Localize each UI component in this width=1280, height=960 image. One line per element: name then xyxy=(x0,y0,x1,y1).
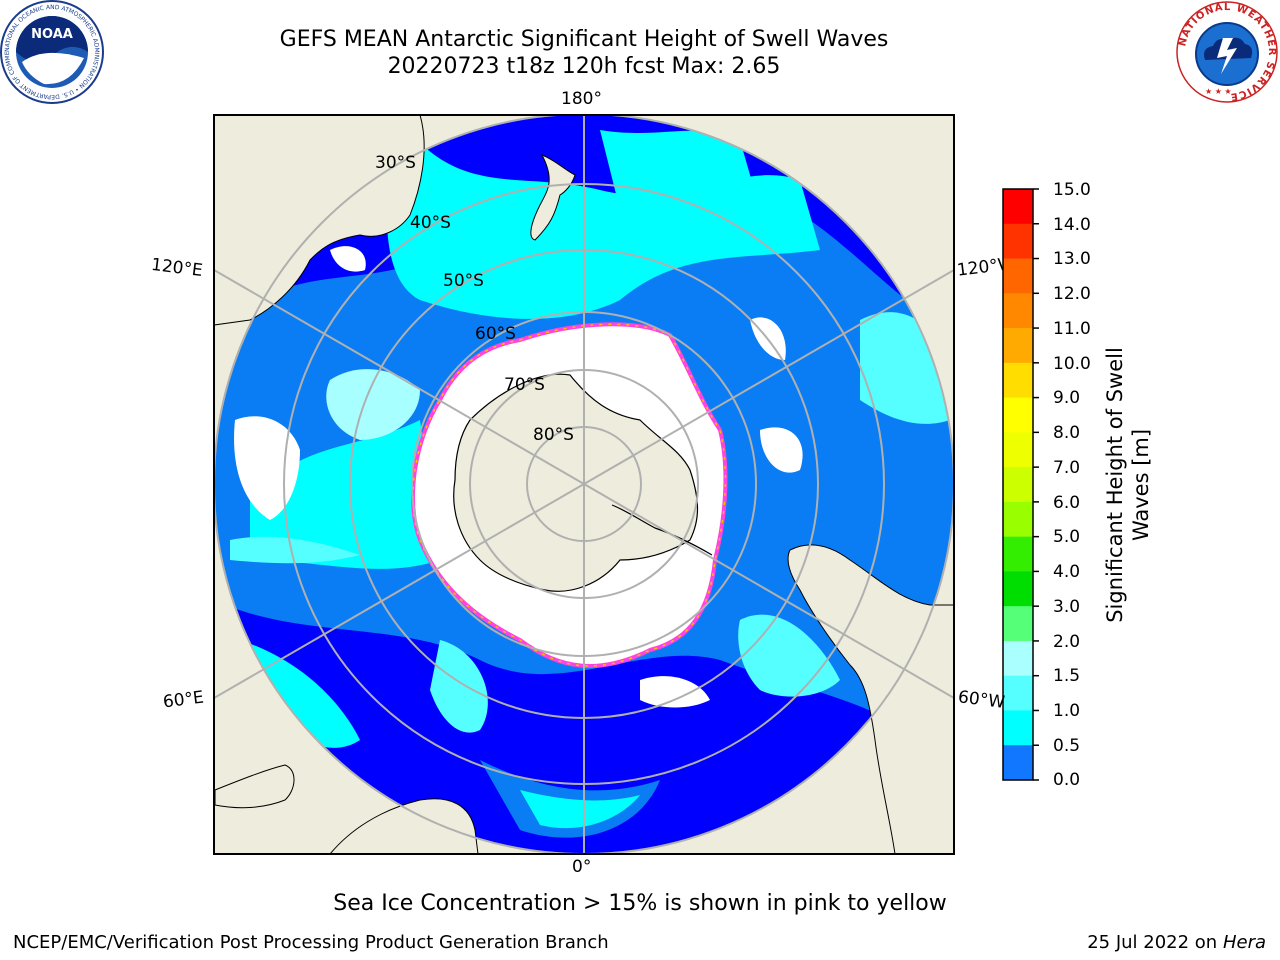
colorbar-tick-label: 8.0 xyxy=(1053,423,1081,443)
sea-ice-edge xyxy=(412,323,727,667)
antarctica-landmass xyxy=(453,373,699,592)
lon-label-180: 180° xyxy=(561,89,602,109)
lat-label-60s: 60°S xyxy=(475,324,516,344)
nws-logo: NATIONAL WEATHER SERVICE ★ ★ ★ xyxy=(1176,1,1278,103)
colorbar-title-line2: Waves [m] xyxy=(1129,428,1153,542)
date-text: 25 Jul 2022 on xyxy=(1087,932,1218,953)
machine-name: Hera xyxy=(1222,932,1266,953)
colorbar xyxy=(1003,189,1033,781)
south-america xyxy=(787,544,955,855)
colorbar-tick-label: 4.0 xyxy=(1053,562,1081,582)
colorbar-swatch xyxy=(1003,189,1033,225)
lat-label-70s: 70°S xyxy=(504,375,545,395)
colorbar-swatch xyxy=(1003,293,1033,329)
colorbar-swatch xyxy=(1003,571,1033,607)
colorbar-tick-marks xyxy=(1033,188,1039,781)
colorbar-tick-label: 7.0 xyxy=(1053,458,1081,478)
colorbar-tick-label: 0.0 xyxy=(1053,770,1081,790)
colorbar-tick-label: 15.0 xyxy=(1053,180,1091,200)
colorbar-tick-label: 14.0 xyxy=(1053,215,1091,235)
colorbar-tick-label: 1.5 xyxy=(1053,666,1081,686)
colorbar-swatch xyxy=(1003,606,1033,642)
lat-label-80s: 80°S xyxy=(533,425,574,445)
colorbar-swatch xyxy=(1003,258,1033,294)
map-frame xyxy=(213,114,955,855)
colorbar-tick-label: 10.0 xyxy=(1053,354,1091,374)
lat-label-50s: 50°S xyxy=(443,271,484,291)
colorbar-tick-label: 13.0 xyxy=(1053,249,1091,269)
colorbar-swatch xyxy=(1003,223,1033,260)
new-zealand xyxy=(530,154,576,241)
date-stamp: 25 Jul 2022 on Hera xyxy=(1087,932,1266,953)
lat-label-40s: 40°S xyxy=(410,213,451,233)
colorbar-swatch xyxy=(1003,397,1033,433)
colorbar-swatch xyxy=(1003,640,1033,677)
colorbar-swatch xyxy=(1003,362,1033,399)
africa xyxy=(328,798,479,855)
svg-text:★ ★ ★: ★ ★ ★ xyxy=(1205,87,1232,96)
colorbar-swatch xyxy=(1003,432,1033,468)
colorbar-tick-label: 9.0 xyxy=(1053,388,1081,408)
colorbar-title-line1: Significant Height of Swell xyxy=(1103,347,1127,623)
lat-label-30s: 30°S xyxy=(375,153,416,173)
meridian-60e-120w xyxy=(214,269,954,699)
colorbar-tick-label: 11.0 xyxy=(1053,319,1091,339)
colorbar-swatch xyxy=(1003,328,1033,364)
lon-label-0: 0° xyxy=(572,857,592,877)
australia xyxy=(213,114,425,326)
sea-ice-caption: Sea Ice Concentration > 15% is shown in … xyxy=(333,891,947,916)
colorbar-swatch xyxy=(1003,536,1033,572)
graticule xyxy=(214,115,954,854)
colorbar-swatch xyxy=(1003,467,1033,503)
colorbar-swatch xyxy=(1003,675,1033,711)
antarctic-peninsula xyxy=(611,504,713,556)
madagascar xyxy=(214,764,295,809)
colorbar-tick-label: 3.0 xyxy=(1053,597,1081,617)
colorbar-swatch xyxy=(1003,501,1033,538)
colorbar-tick-label: 5.0 xyxy=(1053,527,1081,547)
colorbar-swatch xyxy=(1003,710,1033,746)
colorbar-tick-label: 2.0 xyxy=(1053,632,1081,652)
colorbar-tick-label: 0.5 xyxy=(1053,736,1081,756)
colorbar-tick-label: 6.0 xyxy=(1053,493,1081,513)
colorbar-tick-label: 1.0 xyxy=(1053,701,1081,721)
colorbar-frame xyxy=(1002,188,1034,781)
noaa-logo: NATIONAL OCEANIC AND ATMOSPHERIC ADMINIS… xyxy=(0,0,104,104)
credit-text: NCEP/EMC/Verification Post Processing Pr… xyxy=(13,932,609,953)
map-subtitle: 20220723 t18z 120h fcst Max: 2.65 xyxy=(387,54,781,79)
colorbar-swatch xyxy=(1003,745,1033,781)
map-title: GEFS MEAN Antarctic Significant Height o… xyxy=(279,27,889,52)
noaa-logo-text: NOAA xyxy=(31,27,73,42)
colorbar-tick-label: 12.0 xyxy=(1053,284,1091,304)
